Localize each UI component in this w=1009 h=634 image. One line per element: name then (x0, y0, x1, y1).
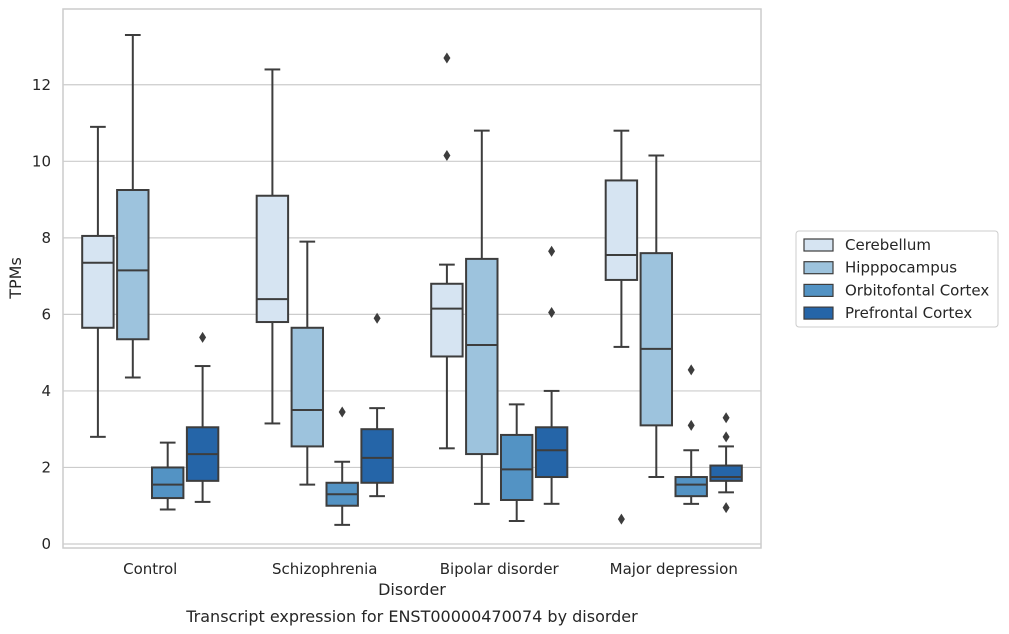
box-body (116, 189, 150, 341)
outlier-point (687, 364, 695, 376)
x-axis-title: Disorder (378, 580, 446, 599)
box-body (360, 428, 394, 484)
box-body (430, 282, 464, 358)
box-3-3 (709, 412, 743, 514)
box-body (150, 466, 185, 500)
legend-label: Orbitofontal Cortex (845, 281, 989, 299)
box-2-1 (465, 129, 499, 505)
outlier-point (199, 331, 207, 343)
x-tick-label: Bipolar disorder (440, 560, 560, 578)
boxes-layer (81, 34, 743, 526)
outlier-point (617, 513, 625, 525)
legend-items: Cerebellum Hipppocampus Orbitofontal Corte… (803, 236, 989, 322)
box-1-1 (290, 240, 325, 486)
legend-swatch (803, 261, 834, 275)
box-body (499, 433, 534, 501)
y-tick-label: 0 (41, 535, 51, 553)
y-tick-labels: 0 2 4 6 8 10 12 (32, 76, 51, 553)
y-tick-label: 6 (41, 305, 51, 323)
outlier-point (548, 245, 556, 257)
box-0-0 (81, 125, 115, 438)
box-body (674, 476, 708, 498)
outlier-point (443, 52, 451, 64)
legend-swatch (803, 283, 834, 297)
outlier-point (687, 419, 695, 431)
box-2-3 (534, 245, 569, 505)
box-body (709, 464, 743, 482)
outlier-point (722, 502, 730, 514)
outlier-point (338, 406, 346, 418)
legend-swatch (803, 306, 834, 320)
legend-label: Cerebellum (845, 236, 931, 254)
box-2-2 (499, 403, 534, 523)
box-3-0 (604, 129, 639, 525)
box-body (639, 252, 674, 427)
y-tick-label: 10 (32, 152, 51, 170)
y-tick-label: 8 (41, 229, 51, 247)
outlier-point (722, 412, 730, 424)
box-0-1 (116, 34, 150, 379)
box-1-3 (360, 312, 394, 498)
legend-frame (795, 230, 999, 328)
box-0-2 (150, 441, 185, 511)
outlier-point (443, 150, 451, 162)
box-0-3 (185, 331, 220, 503)
box-body (604, 179, 639, 281)
chart-caption: Transcript expression for ENST0000047007… (185, 607, 638, 626)
box-2-0 (430, 52, 464, 450)
box-body (81, 234, 115, 329)
legend-label: Prefrontal Cortex (845, 304, 972, 322)
y-tick-label: 12 (32, 76, 51, 94)
box-body (465, 257, 499, 456)
box-1-0 (255, 68, 290, 425)
box-3-2 (674, 364, 708, 505)
box-1-2 (325, 406, 359, 526)
outlier-point (722, 431, 730, 443)
y-axis-title: TPMs (6, 257, 25, 300)
x-tick-labels: Control Schizophrenia Bipolar disorder Majo… (123, 560, 738, 578)
x-tick-label: Major depression (610, 560, 738, 578)
legend: Cerebellum Hipppocampus Orbitofontal Corte… (795, 230, 999, 328)
x-tick-label: Schizophrenia (272, 560, 377, 578)
outlier-point (548, 306, 556, 318)
box-body (534, 426, 569, 479)
box-body (290, 326, 325, 448)
legend-swatch (803, 238, 834, 252)
plot-frame (62, 8, 762, 549)
legend-label: Hipppocampus (845, 259, 957, 277)
outlier-point (373, 312, 381, 324)
y-tick-label: 2 (41, 458, 51, 476)
x-tick-label: Control (123, 560, 177, 578)
box-body (255, 194, 290, 324)
y-tick-label: 4 (41, 382, 51, 400)
box-3-1 (639, 154, 674, 479)
